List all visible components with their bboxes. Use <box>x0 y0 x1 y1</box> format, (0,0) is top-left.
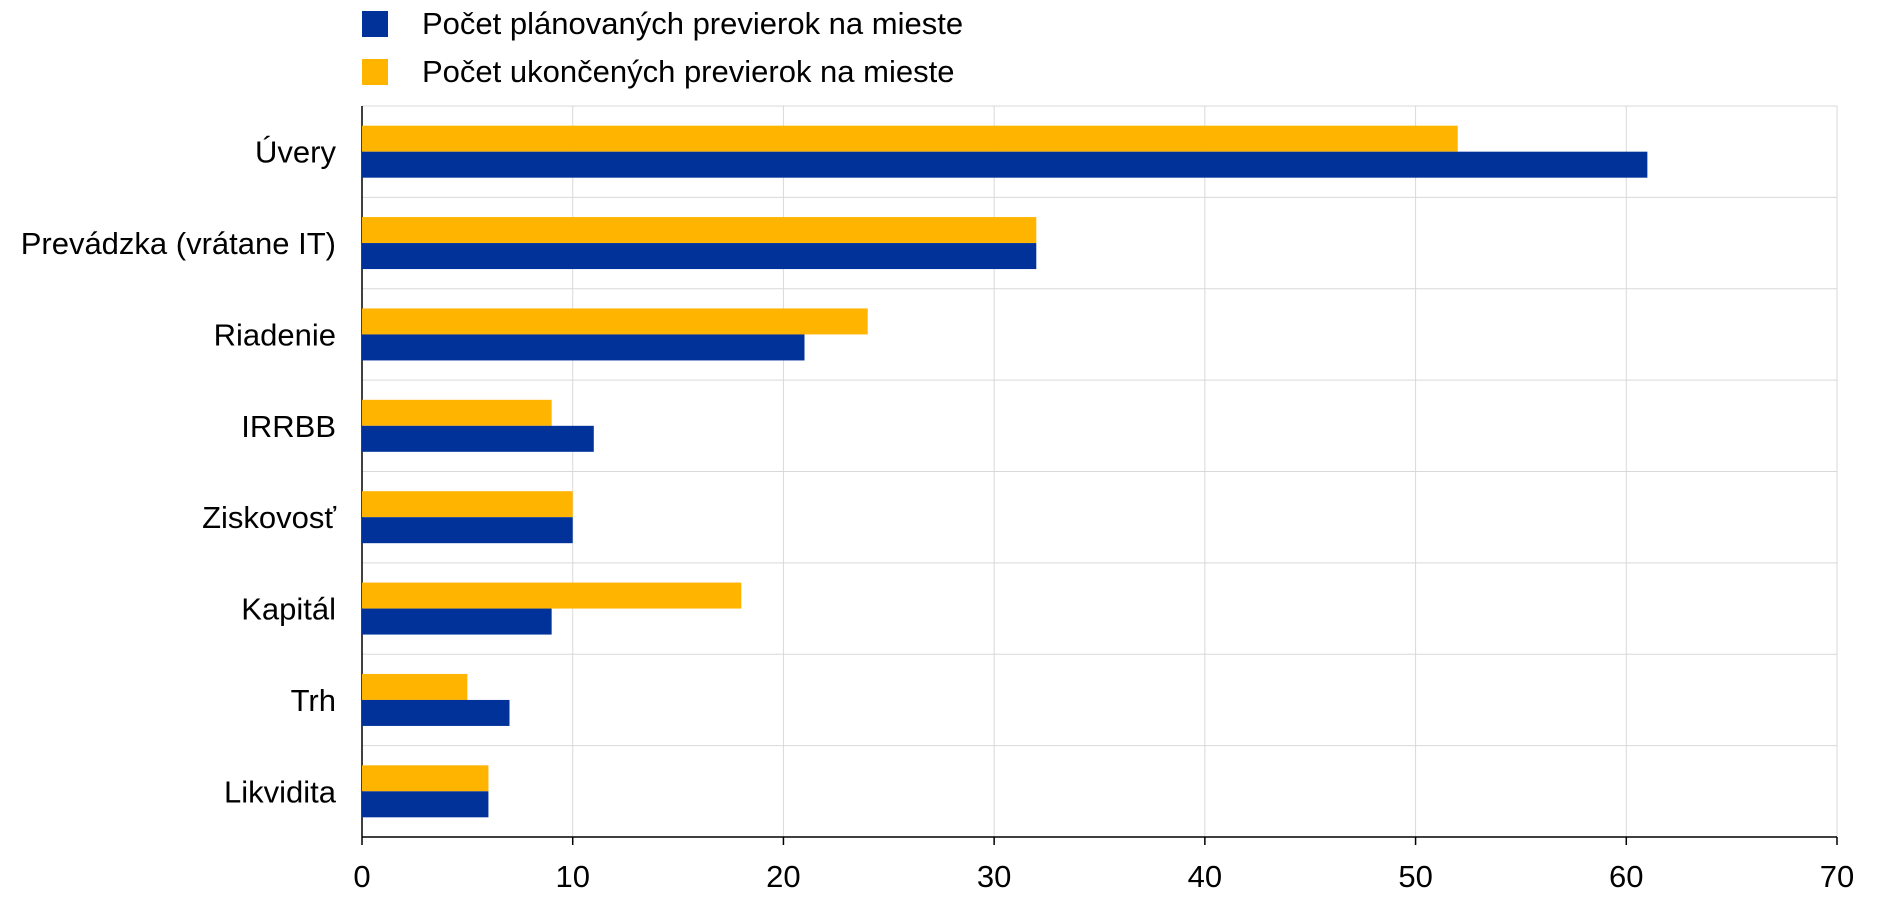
bar-completed <box>362 308 868 335</box>
category-label: Riadenie <box>214 317 336 352</box>
legend-swatch-completed <box>362 59 388 85</box>
bar-planned <box>362 791 489 818</box>
bar-completed <box>362 217 1037 244</box>
category-label: Ziskovosť <box>202 500 336 535</box>
bar-planned <box>362 699 510 726</box>
legend-item-planned: Počet plánovaných previerok na mieste <box>362 0 963 48</box>
bar-completed <box>362 673 468 700</box>
bar-planned <box>362 334 805 361</box>
category-label: Úvery <box>255 135 336 170</box>
bar-completed <box>362 582 742 609</box>
bar-completed <box>362 765 489 792</box>
bar-completed <box>362 399 552 426</box>
bar-completed <box>362 125 1458 152</box>
x-tick-label: 20 <box>766 859 800 894</box>
x-tick-label: 10 <box>555 859 589 894</box>
x-tick-label: 30 <box>977 859 1011 894</box>
category-label: Kapitál <box>241 592 336 627</box>
x-tick-label: 0 <box>353 859 370 894</box>
bar-planned <box>362 151 1648 178</box>
legend-swatch-planned <box>362 11 388 37</box>
category-label: Prevádzka (vrátane IT) <box>21 226 336 261</box>
x-tick-label: 50 <box>1398 859 1432 894</box>
legend-label-completed: Počet ukončených previerok na mieste <box>422 54 955 89</box>
bar-planned <box>362 243 1037 270</box>
category-label: Trh <box>291 683 336 718</box>
bar-planned <box>362 517 573 544</box>
x-tick-label: 40 <box>1188 859 1222 894</box>
bar-completed <box>362 491 573 518</box>
chart-legend: Počet plánovaných previerok na mieste Po… <box>362 0 963 96</box>
category-label: IRRBB <box>241 409 336 444</box>
x-tick-label: 60 <box>1609 859 1643 894</box>
category-label: Likvidita <box>224 774 337 809</box>
legend-item-completed: Počet ukončených previerok na mieste <box>362 48 963 96</box>
bar-planned <box>362 608 552 635</box>
bar-planned <box>362 425 594 452</box>
legend-label-planned: Počet plánovaných previerok na mieste <box>422 6 964 41</box>
x-tick-label: 70 <box>1820 859 1854 894</box>
